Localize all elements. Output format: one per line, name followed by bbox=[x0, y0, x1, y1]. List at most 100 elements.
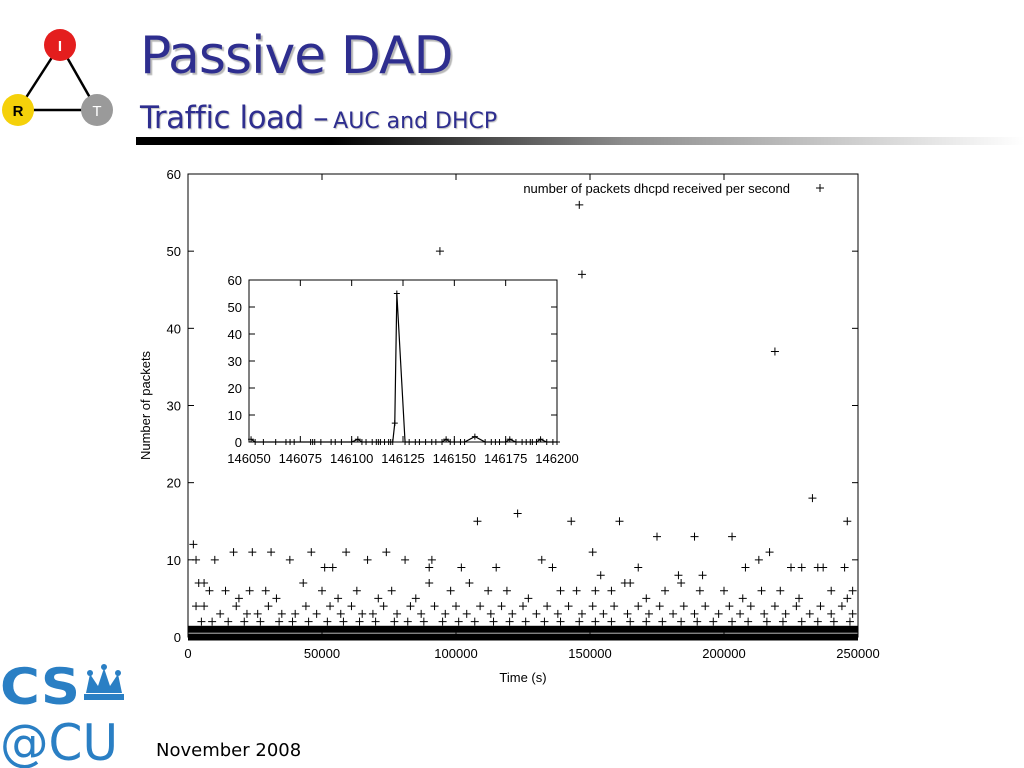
main-point-54 bbox=[261, 586, 270, 595]
main-point-135 bbox=[770, 602, 779, 611]
main-point-39 bbox=[770, 347, 779, 356]
main-point-181 bbox=[829, 617, 838, 626]
main-point-115 bbox=[543, 602, 552, 611]
main-point-24 bbox=[575, 200, 584, 209]
main-point-23 bbox=[567, 517, 576, 526]
main-point-0 bbox=[189, 540, 198, 549]
main-point-80 bbox=[757, 586, 766, 595]
main-point-93 bbox=[291, 609, 300, 618]
title-divider bbox=[136, 137, 1024, 145]
inset-point-35 bbox=[439, 439, 446, 445]
main-point-143 bbox=[197, 617, 206, 626]
crown-icon bbox=[84, 664, 124, 700]
main-point-82 bbox=[795, 594, 804, 603]
inset-point-15 bbox=[354, 436, 361, 443]
main-point-158 bbox=[438, 617, 447, 626]
main-point-121 bbox=[610, 602, 619, 611]
main-point-68 bbox=[524, 594, 533, 603]
main-point-76 bbox=[677, 578, 686, 587]
inset-point-47 bbox=[506, 436, 513, 443]
main-point-14 bbox=[425, 563, 434, 572]
irt-triangle-logo: I R T bbox=[2, 29, 113, 126]
main-point-94 bbox=[301, 602, 310, 611]
logo-node-i bbox=[44, 29, 76, 61]
main-point-145 bbox=[224, 617, 233, 626]
main-chart-xtick-label-2: 100000 bbox=[434, 646, 477, 661]
inset-chart-ytick-label-1: 10 bbox=[228, 408, 242, 423]
main-chart-ytick-label-6: 60 bbox=[167, 167, 181, 182]
main-point-153 bbox=[355, 617, 364, 626]
main-point-95 bbox=[312, 609, 321, 618]
main-point-25 bbox=[577, 270, 586, 279]
main-point-129 bbox=[701, 602, 710, 611]
main-point-173 bbox=[693, 617, 702, 626]
main-point-65 bbox=[465, 578, 474, 587]
main-point-172 bbox=[677, 617, 686, 626]
main-point-144 bbox=[208, 617, 217, 626]
inset-point-32 bbox=[422, 439, 429, 445]
main-point-113 bbox=[519, 602, 527, 611]
main-point-137 bbox=[792, 602, 801, 611]
main-point-13 bbox=[401, 555, 410, 564]
main-point-169 bbox=[626, 617, 635, 626]
main-point-106 bbox=[441, 609, 450, 618]
inset-point-12 bbox=[332, 439, 339, 445]
subtitle-small: AUC and DHCP bbox=[333, 109, 498, 134]
inset-point-9 bbox=[311, 439, 318, 445]
main-point-138 bbox=[805, 609, 814, 618]
main-point-177 bbox=[762, 617, 771, 626]
main-point-170 bbox=[642, 617, 651, 626]
main-point-1 bbox=[192, 555, 201, 564]
main-point-60 bbox=[374, 594, 383, 603]
inset-point-29 bbox=[406, 439, 413, 445]
main-point-152 bbox=[339, 617, 348, 626]
inset-point-54 bbox=[537, 436, 544, 443]
main-point-97 bbox=[336, 609, 345, 618]
main-point-107 bbox=[452, 602, 460, 611]
main-point-119 bbox=[588, 602, 597, 611]
main-point-99 bbox=[358, 609, 367, 618]
main-point-30 bbox=[634, 563, 643, 572]
inset-chart-ytick-label-5: 50 bbox=[228, 300, 242, 315]
main-point-2 bbox=[210, 555, 219, 564]
main-point-102 bbox=[393, 609, 402, 618]
main-point-147 bbox=[256, 617, 265, 626]
subtitle-main: Traffic load – bbox=[140, 100, 329, 136]
main-point-32 bbox=[674, 571, 683, 580]
main-point-132 bbox=[736, 609, 745, 618]
main-point-61 bbox=[387, 586, 396, 595]
inset-chart-xtick-label-5: 146175 bbox=[484, 451, 527, 466]
main-point-8 bbox=[320, 563, 329, 572]
main-point-40 bbox=[787, 563, 795, 572]
main-point-182 bbox=[845, 617, 854, 626]
inset-chart-ytick-label-4: 40 bbox=[228, 327, 242, 342]
main-point-120 bbox=[599, 609, 608, 618]
main-point-53 bbox=[245, 586, 254, 595]
main-point-141 bbox=[837, 602, 846, 611]
main-point-155 bbox=[390, 617, 399, 626]
dense-band-1 bbox=[188, 625, 858, 633]
main-point-37 bbox=[754, 555, 763, 564]
main-chart-xtick-label-4: 200000 bbox=[702, 646, 745, 661]
inset-point-26 bbox=[391, 420, 398, 427]
main-point-136 bbox=[781, 609, 790, 618]
main-point-114 bbox=[532, 609, 541, 618]
main-point-21 bbox=[537, 555, 546, 564]
main-point-100 bbox=[368, 609, 377, 618]
main-point-123 bbox=[634, 602, 643, 611]
main-point-116 bbox=[553, 609, 562, 618]
main-point-176 bbox=[744, 617, 753, 626]
inset-point-25 bbox=[389, 439, 396, 445]
main-point-49 bbox=[200, 578, 209, 587]
main-point-164 bbox=[540, 617, 549, 626]
inset-point-57 bbox=[554, 439, 560, 445]
main-point-5 bbox=[267, 548, 276, 557]
inset-point-40 bbox=[461, 439, 468, 445]
main-point-90 bbox=[253, 609, 262, 618]
main-point-52 bbox=[234, 594, 243, 603]
main-point-41 bbox=[797, 563, 806, 572]
main-point-162 bbox=[505, 617, 514, 626]
main-point-171 bbox=[658, 617, 667, 626]
main-point-165 bbox=[556, 617, 565, 626]
main-point-85 bbox=[192, 602, 201, 611]
